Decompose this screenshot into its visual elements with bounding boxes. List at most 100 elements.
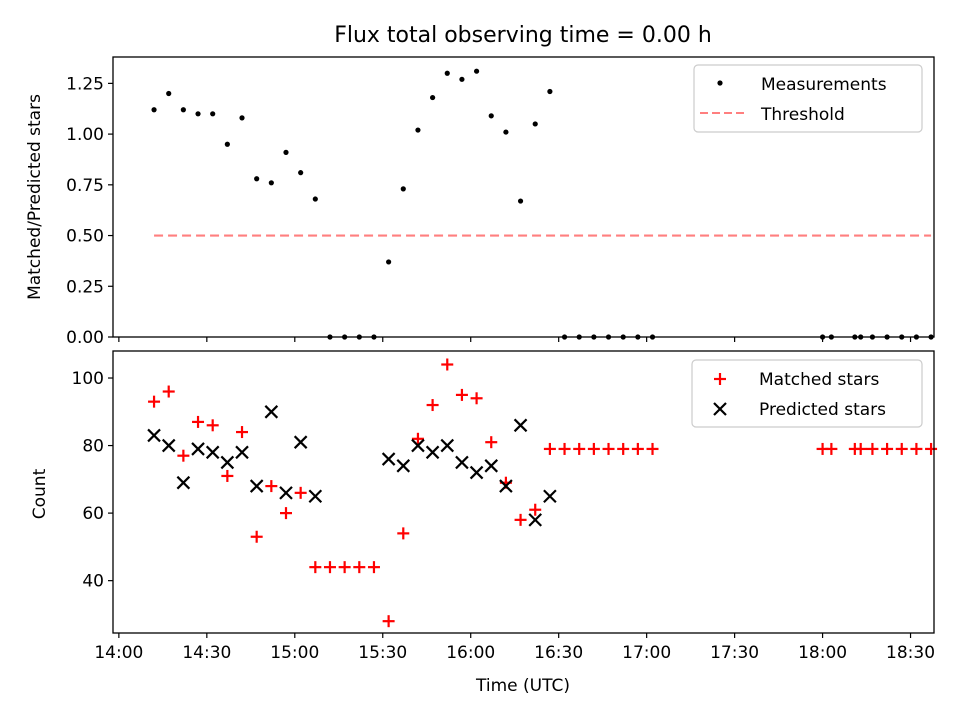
matched-star-point [910, 442, 923, 455]
matched-star-point [895, 442, 908, 455]
matched-star-point [279, 507, 292, 520]
x-axis-label: Time (UTC) [475, 676, 570, 696]
matched-star-point [397, 527, 410, 540]
bottom-y-tick-label: 100 [72, 369, 104, 389]
measurement-point [503, 129, 509, 135]
matched-star-point [441, 358, 454, 371]
measurement-point [517, 198, 524, 204]
predicted-star-point [308, 489, 323, 503]
x-tick-label: 17:00 [622, 643, 671, 663]
x-tick-label: 14:00 [94, 643, 143, 663]
matched-star-point [573, 442, 586, 455]
predicted-star-point [469, 465, 484, 480]
top-legend: Measurements Threshold [693, 64, 923, 133]
matched-star-point [206, 419, 219, 432]
legend-matched-marker [714, 373, 726, 385]
x-tick-label: 18:30 [886, 643, 935, 663]
bottom-y-tick-label: 60 [82, 504, 104, 524]
measurement-point [312, 196, 318, 202]
predicted-star-point [425, 445, 440, 460]
top-y-ticks: 0.00 0.25 0.50 0.75 1.00 1.25 [66, 74, 113, 348]
predicted-star-point [205, 445, 220, 460]
predicted-star-point [455, 455, 469, 470]
measurement-point [459, 76, 465, 82]
matched-star-point [455, 388, 468, 401]
matched-star-point [338, 561, 351, 574]
matched-star-point [177, 449, 190, 462]
measurement-point [180, 107, 186, 113]
matched-star-point [602, 442, 615, 455]
x-tick-label: 18:00 [798, 643, 847, 663]
measurement-point [283, 149, 289, 155]
top-chart-title: Flux total observing time = 0.00 h [334, 23, 712, 48]
measurement-point [210, 111, 216, 117]
matched-star-point [221, 469, 234, 482]
top-axes: Flux total observing time = 0.00 h Match… [25, 23, 935, 348]
predicted-star-point [528, 513, 543, 527]
measurement-point [430, 94, 436, 101]
matched-star-point [925, 442, 938, 455]
matched-star-point [309, 561, 322, 574]
matched-star-point [236, 426, 249, 439]
bottom-axes-frame [112, 350, 935, 634]
top-y-tick-label: 1.00 [66, 125, 104, 145]
matched-star-point [162, 385, 175, 398]
predicted-star-point [513, 418, 528, 433]
bottom-axes: Count Time (UTC) 40 60 80 100 14:00 14:30 15:… [30, 350, 938, 696]
measurement-point [195, 111, 201, 117]
legend-threshold-label: Threshold [760, 105, 845, 125]
predicted-star-point [499, 479, 513, 493]
measurement-point [268, 180, 274, 186]
matched-star-point [881, 442, 894, 455]
matched-star-point [825, 442, 838, 455]
x-tick-label: 16:30 [534, 643, 583, 663]
measurement-point [444, 70, 450, 76]
measurement-point [224, 141, 230, 147]
bottom-x-ticks: 14:00 14:30 15:00 15:30 16:00 16:30 17:00 17:30… [94, 633, 935, 663]
matched-star-point [353, 561, 366, 574]
matched-star-point [529, 503, 542, 516]
measurement-point [151, 107, 157, 113]
predicted-star-point [220, 455, 235, 470]
x-tick-label: 15:00 [270, 643, 319, 663]
top-y-tick-label: 0.50 [66, 227, 104, 247]
top-plot-data [151, 68, 934, 340]
top-y-tick-label: 0.75 [66, 176, 104, 196]
bottom-y-axis-label: Count [30, 468, 50, 519]
measurement-point [488, 113, 494, 119]
matched-star-point [631, 442, 644, 455]
top-x-ticks [118, 337, 912, 342]
measurement-point [547, 88, 553, 95]
measurement-point [166, 90, 172, 97]
matched-star-point [543, 442, 556, 455]
predicted-star-point [484, 459, 499, 473]
bottom-legend: Matched stars Predicted stars [691, 359, 923, 428]
measurement-point [386, 259, 392, 265]
matched-star-point [148, 395, 161, 408]
matched-star-point [587, 442, 600, 455]
top-y-tick-label: 0.25 [66, 277, 104, 297]
legend-predicted-label: Predicted stars [759, 400, 886, 420]
predicted-star-point [440, 438, 455, 453]
predicted-star-point [264, 405, 279, 419]
matched-star-point [854, 442, 867, 455]
legend-measurements-label: Measurements [761, 75, 887, 95]
predicted-star-point [147, 428, 161, 443]
matched-star-point [426, 399, 439, 412]
predicted-star-point [411, 438, 425, 453]
matched-star-point [250, 530, 263, 543]
measurement-point [254, 176, 260, 182]
measurement-point [473, 68, 480, 74]
measurement-point [415, 127, 421, 133]
measurement-point [298, 170, 304, 176]
predicted-star-point [191, 442, 205, 456]
predicted-star-point [279, 486, 293, 500]
matched-star-point [367, 561, 380, 574]
matched-star-point [866, 442, 879, 455]
predicted-star-point [176, 475, 191, 490]
matched-star-point [411, 432, 424, 445]
top-y-tick-label: 0.00 [66, 328, 104, 348]
matched-star-point [323, 561, 336, 574]
x-tick-label: 15:30 [358, 643, 407, 663]
